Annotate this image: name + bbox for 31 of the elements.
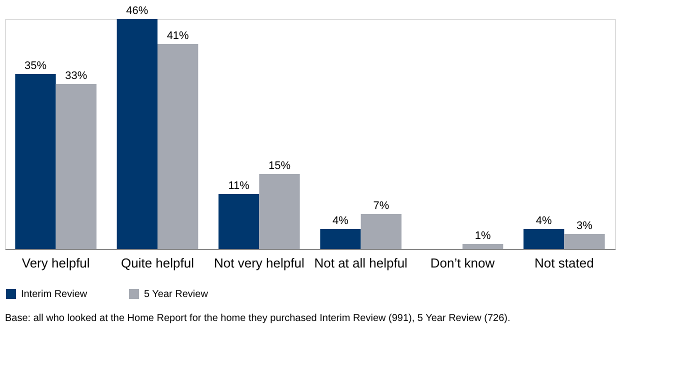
- x-tick-label: Don’t know: [430, 256, 496, 270]
- bar: [218, 194, 260, 249]
- x-tick-label: Quite helpful: [121, 256, 194, 270]
- data-label: 3%: [576, 220, 593, 232]
- data-label: 15%: [268, 160, 291, 172]
- legend-label: Interim Review: [21, 289, 88, 300]
- bar: [158, 44, 198, 249]
- data-label: 35%: [24, 60, 47, 72]
- legend-label: 5 Year Review: [144, 289, 209, 300]
- bar: [360, 214, 402, 249]
- data-label: 4%: [536, 215, 552, 227]
- bar: [15, 74, 56, 249]
- data-label: 4%: [332, 215, 349, 227]
- data-label: 7%: [373, 200, 390, 212]
- bar: [524, 229, 564, 249]
- data-label: 11%: [228, 180, 250, 192]
- bar: [320, 229, 361, 249]
- text: Base: all who looked at the Home Report for the home they purchased Interim Review (991), 5 Year Review (726).: [5, 313, 510, 324]
- data-label: 41%: [166, 30, 190, 42]
- bar: [462, 244, 504, 249]
- x-tick-label: Not stated: [534, 256, 594, 270]
- x-tick-label: Very helpful: [22, 256, 90, 270]
- x-tick-label: Not very helpful: [214, 256, 304, 270]
- x-tick-label: Not at all helpful: [314, 256, 408, 270]
- data-label: 1%: [474, 230, 491, 242]
- bar: [116, 19, 158, 249]
- bar: [259, 174, 300, 249]
- bar: [564, 234, 605, 249]
- bar: [56, 84, 96, 249]
- data-label: 46%: [126, 5, 148, 17]
- data-label: 33%: [65, 70, 88, 82]
